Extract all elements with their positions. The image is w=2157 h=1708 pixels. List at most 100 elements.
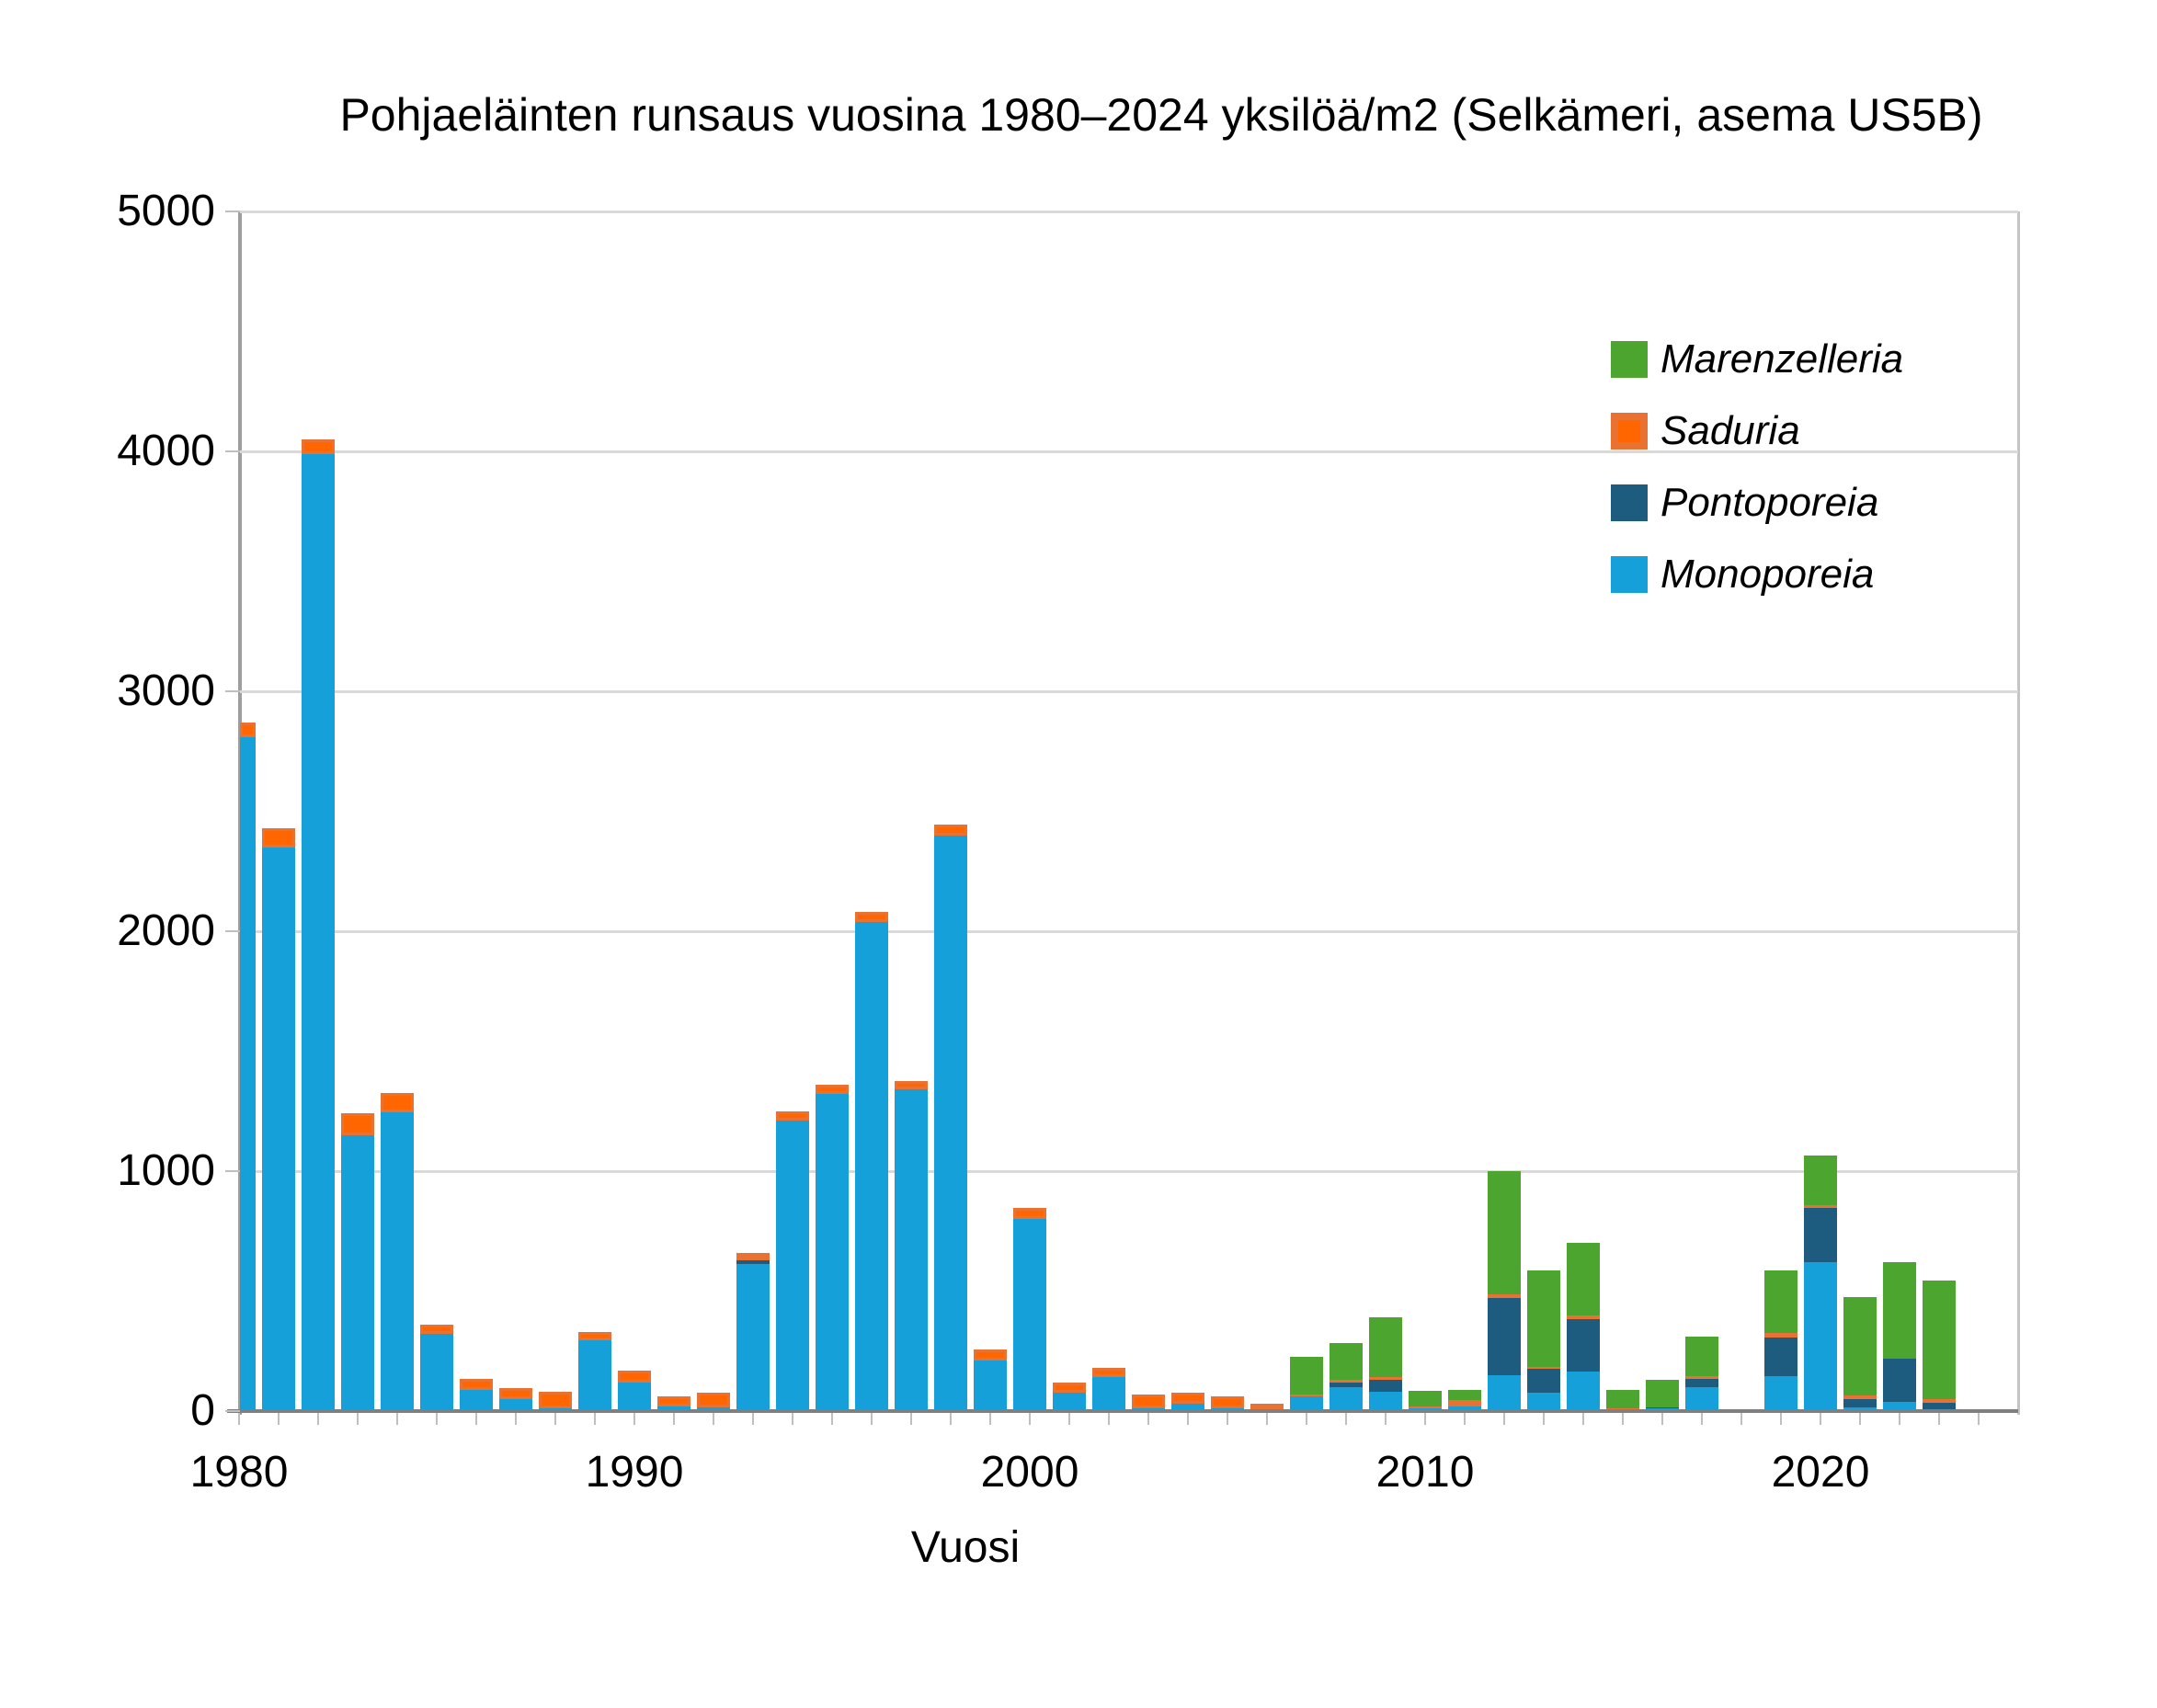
bar-2008-pontoporeia [1330,1382,1363,1387]
bar-2021-saduria [1843,1395,1877,1399]
x-tick-2002 [1108,1413,1110,1425]
bar-2017-saduria [1685,1376,1718,1379]
bar-1981-saduria [262,827,295,848]
x-axis-label-1990: 1990 [585,1448,684,1497]
plot-area [225,211,2020,1425]
x-tick-2016 [1661,1413,1663,1425]
x-tick-2005 [1227,1413,1228,1425]
bar-2023-pontoporeia [1923,1402,1956,1410]
bar-1985-saduria [420,1325,453,1335]
x-tick-2015 [1622,1413,1624,1425]
y-axis-label-5000: 5000 [117,187,215,235]
bar-2016-marenzelleria [1646,1380,1679,1408]
bar-2011-saduria [1448,1400,1481,1406]
bar-2013-monoporeia [1527,1393,1560,1411]
bar-2017-marenzelleria [1685,1337,1718,1377]
x-tick-2024 [1978,1413,1980,1425]
bar-2005-saduria [1211,1396,1244,1409]
bar-2013-saduria [1527,1366,1560,1370]
y-axis-label-2000: 2000 [117,906,215,955]
bar-2006-saduria [1250,1404,1284,1410]
x-tick-1990 [633,1413,635,1425]
bar-2014-marenzelleria [1567,1243,1600,1315]
gridline-3000 [240,690,2018,693]
x-axis-title: Vuosi [910,1523,1021,1572]
legend-label: Marenzelleria [1661,336,1904,381]
bar-2020-saduria [1804,1204,1837,1209]
marenzelleria-swatch-icon [1611,341,1648,378]
bar-1986-monoporeia [460,1389,493,1411]
bar-2008-marenzelleria [1330,1342,1363,1381]
bar-2009-pontoporeia [1369,1380,1402,1393]
bar-2004-monoporeia [1171,1404,1204,1411]
x-tick-2022 [1899,1413,1900,1425]
bar-1992-saduria [697,1393,730,1408]
bar-1986-saduria [460,1378,493,1390]
x-tick-2003 [1147,1413,1149,1425]
bar-2019-monoporeia [1764,1376,1798,1411]
bar-2021-pontoporeia [1843,1398,1877,1408]
bar-1997-monoporeia [895,1089,928,1411]
bar-1991-monoporeia [657,1406,690,1411]
x-tick-2000 [1029,1413,1031,1425]
legend-label: Monoporeia [1661,552,1875,597]
x-tick-2018 [1740,1413,1742,1425]
legend-item-saduria: Saduria [1611,395,1903,467]
bar-2003-saduria [1132,1394,1165,1409]
x-tick-1986 [475,1413,477,1425]
bar-2009-marenzelleria [1369,1317,1402,1378]
plot-right-border [2017,211,2020,1415]
bar-1995-saduria [816,1085,849,1095]
legend-label: Pontoporeia [1661,480,1879,525]
bar-1987-monoporeia [499,1398,532,1411]
bar-1985-monoporeia [420,1334,453,1411]
bar-1998-saduria [934,824,967,836]
x-tick-1992 [713,1413,714,1425]
bar-1984-saduria [381,1093,414,1113]
bar-2022-pontoporeia [1883,1358,1916,1402]
bar-2015-marenzelleria [1606,1389,1639,1409]
x-tick-1996 [871,1413,873,1425]
bar-1982-saduria [302,438,335,454]
x-tick-1981 [278,1413,280,1425]
y-axis-label-3000: 3000 [117,666,215,715]
bar-2023-saduria [1923,1398,1956,1403]
y-tick [225,930,240,932]
bar-2001-saduria [1053,1382,1086,1394]
bar-1989-saduria [578,1331,611,1341]
bar-2019-marenzelleria [1764,1270,1798,1334]
legend-item-monoporeia: Monoporeia [1611,539,1903,610]
x-tick-1987 [515,1413,517,1425]
bar-2012-monoporeia [1488,1374,1521,1411]
x-tick-2007 [1306,1413,1307,1425]
bar-1983-saduria [341,1113,374,1135]
y-axis-label-0: 0 [190,1386,215,1435]
bar-1998-monoporeia [934,835,967,1411]
x-axis-line [227,1409,2018,1413]
bar-2012-marenzelleria [1488,1171,1521,1295]
bar-2004-saduria [1171,1393,1204,1405]
x-axis-label-2000: 2000 [980,1448,1079,1497]
bar-2002-saduria [1092,1368,1125,1378]
bar-2000-saduria [1013,1208,1046,1220]
bar-2023-marenzelleria [1923,1280,1956,1399]
bar-2014-saduria [1567,1315,1600,1319]
bar-1993-pontoporeia [736,1259,770,1264]
bar-2014-pontoporeia [1567,1318,1600,1372]
legend-item-pontoporeia: Pontoporeia [1611,467,1903,539]
bar-1996-saduria [855,912,888,922]
gridline-1000 [240,1170,2018,1173]
monoporeia-swatch-icon [1611,556,1648,593]
legend: Marenzelleria Saduria Pontoporeia Monopo… [1611,324,1903,610]
bar-1994-monoporeia [776,1121,809,1411]
bar-2008-saduria [1330,1380,1363,1383]
saduria-swatch-icon [1611,413,1648,450]
bar-2013-pontoporeia [1527,1369,1560,1394]
legend-label: Saduria [1661,408,1800,453]
bar-1982-monoporeia [302,453,335,1411]
chart-title: Pohjaeläinten runsaus vuosina 1980–2024 … [339,89,1983,141]
bar-2014-monoporeia [1567,1371,1600,1411]
bar-2020-marenzelleria [1804,1156,1837,1205]
x-tick-1993 [752,1413,754,1425]
